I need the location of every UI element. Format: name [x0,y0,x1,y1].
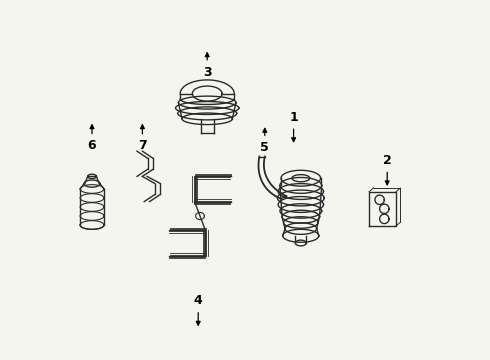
Text: 2: 2 [383,154,392,185]
Text: 4: 4 [194,294,202,325]
Text: 3: 3 [203,53,212,78]
Text: 6: 6 [88,125,97,152]
Text: 1: 1 [289,111,298,141]
Text: 5: 5 [260,129,269,154]
Text: 7: 7 [138,125,147,152]
